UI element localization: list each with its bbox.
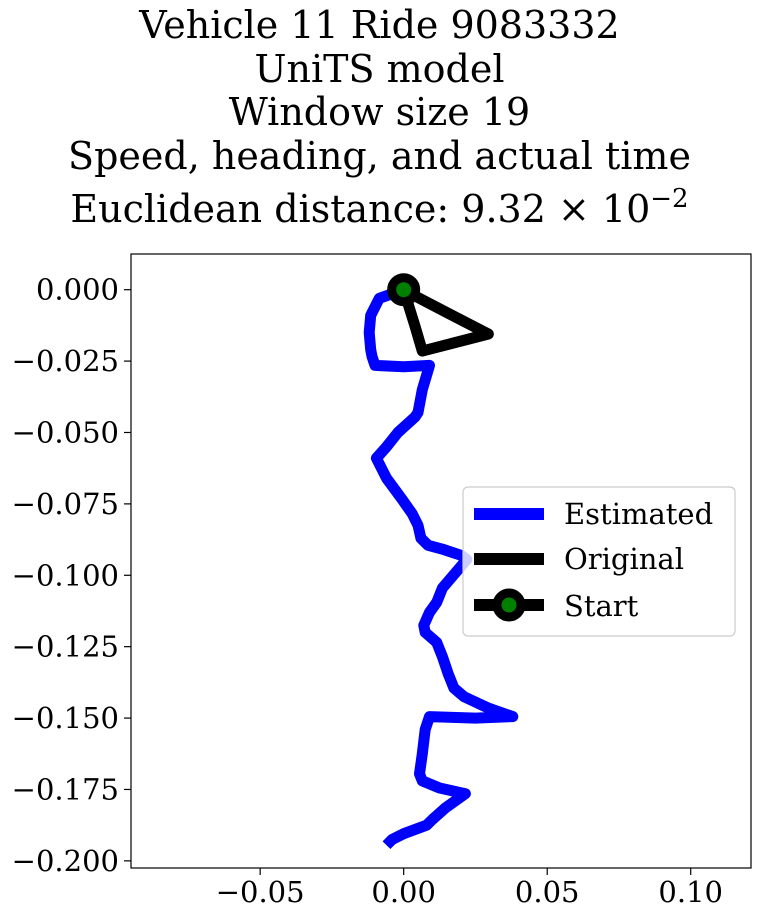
x-tick-label: 0.10 <box>658 875 723 909</box>
series-line-original <box>398 284 494 357</box>
title-line-1: Vehicle 11 Ride 9083332 <box>139 3 620 47</box>
y-tick-label: −0.025 <box>12 344 119 378</box>
x-tick-label: 0.00 <box>371 875 436 909</box>
distance-prefix: Euclidean distance: 9.32 <box>70 187 546 231</box>
legend-label-start: Start <box>564 589 639 623</box>
legend-label-original: Original <box>564 542 684 576</box>
y-tick-label: −0.125 <box>12 630 119 664</box>
title-line-2: UniTS model <box>254 46 505 91</box>
y-tick-label: 0.000 <box>36 273 119 307</box>
legend: Estimated Original Start <box>462 486 736 637</box>
distance-times: × <box>557 187 590 231</box>
legend-label-estimated: Estimated <box>564 497 713 531</box>
series-layer <box>363 273 519 850</box>
series-line-estimated <box>363 284 519 850</box>
distance-exponent: −2 <box>650 184 689 214</box>
y-tick-label: −0.100 <box>12 558 119 592</box>
x-tick-label: −0.05 <box>216 875 305 909</box>
chart-title: Vehicle 11 Ride 9083332 UniTS model Wind… <box>0 3 759 232</box>
legend-box <box>462 486 736 637</box>
legend-swatch-start-marker <box>492 588 526 622</box>
y-tick-label: −0.050 <box>12 415 119 449</box>
x-tick-label: 0.05 <box>515 875 580 909</box>
x-axis: −0.05 0.00 0.05 0.10 <box>216 868 723 909</box>
distance-base: 10 <box>601 187 651 231</box>
y-tick-label: −0.075 <box>12 487 119 521</box>
start-marker <box>387 273 421 307</box>
y-tick-label: −0.175 <box>12 772 119 806</box>
plot-frame <box>130 253 752 869</box>
title-line-4: Speed, heading, and actual time <box>68 133 691 178</box>
y-tick-label: −0.200 <box>12 844 119 878</box>
title-line-5: Euclidean distance: 9.32 × 10−2 <box>0 178 759 232</box>
y-axis: 0.000 −0.025 −0.050 −0.075 −0.100 −0.125 −0.15… <box>12 273 131 878</box>
y-tick-label: −0.150 <box>12 701 119 735</box>
title-line-3: Window size 19 <box>228 90 531 134</box>
